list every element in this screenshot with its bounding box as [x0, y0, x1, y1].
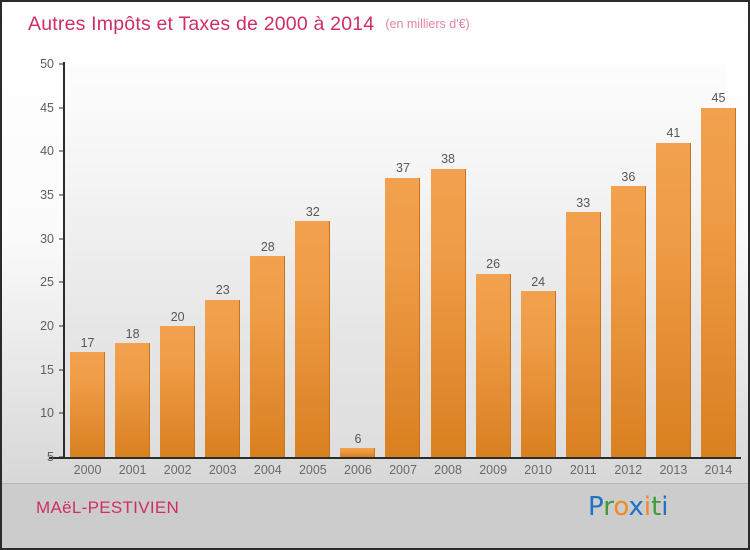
y-axis-tick-mark: [59, 238, 64, 240]
bar[interactable]: [205, 299, 241, 457]
bar-column[interactable]: 17: [65, 64, 110, 457]
x-axis-tick-label: 2012: [614, 463, 643, 477]
x-axis-line: [49, 457, 741, 459]
bar[interactable]: [610, 186, 646, 457]
bar-value-label: 26: [486, 257, 501, 272]
bar[interactable]: [250, 256, 286, 457]
footer: MAëL-PESTIVIEN Proxiti: [2, 484, 748, 548]
y-axis-tick-label: 40: [40, 144, 54, 159]
bar-value-label: 32: [305, 204, 320, 219]
y-axis-tick-label: 45: [40, 100, 54, 115]
y-axis-tick-label: 35: [40, 188, 54, 202]
bar-value-label: 6: [354, 431, 362, 446]
x-axis-tick-label: 2014: [704, 463, 733, 477]
bar[interactable]: [160, 326, 196, 457]
x-axis-tick-label: 2010: [524, 463, 553, 477]
bar[interactable]: [340, 448, 376, 457]
bar-column[interactable]: 36: [606, 64, 651, 457]
bar-value-label: 33: [576, 195, 591, 210]
y-axis-tick-label: 20: [40, 319, 54, 333]
x-axis-tick-label: 2011: [569, 463, 597, 477]
logo-letter: r: [603, 492, 614, 522]
x-axis-tick-label: 2008: [434, 463, 462, 477]
y-axis-tick-mark: [59, 107, 64, 109]
bar-value-label: 28: [260, 239, 275, 254]
x-axis-tick-label: 2001: [118, 463, 147, 477]
y-axis-tick-mark: [59, 412, 64, 414]
bar-column[interactable]: 45: [696, 64, 741, 457]
page-title: Autres Impôts et Taxes de 2000 à 2014: [28, 12, 375, 35]
proxiti-logo[interactable]: Proxiti: [588, 494, 669, 520]
x-axis-tick-label: 2005: [298, 463, 327, 477]
bar-series: 17 18 20 23 28 32 6 37 38 26 24 33 36 41 45: [65, 64, 741, 457]
bar-column[interactable]: 37: [380, 64, 425, 457]
x-axis-tick-label: 2006: [344, 463, 372, 477]
y-axis-tick-label: 25: [40, 275, 54, 290]
y-axis-tick-mark: [59, 456, 64, 458]
y-axis-tick-mark: [59, 369, 64, 371]
bar-column[interactable]: 23: [200, 64, 245, 457]
y-axis-tick-label: 30: [40, 231, 54, 246]
logo-letter: x: [628, 492, 644, 522]
bar-value-label: 45: [711, 91, 726, 106]
bar-value-label: 37: [396, 161, 410, 176]
y-axis-tick-label: 5: [47, 450, 54, 464]
bar[interactable]: [115, 343, 151, 457]
location-name: MAëL-PESTIVIEN: [36, 498, 180, 517]
bar-column[interactable]: 41: [651, 64, 696, 457]
y-axis-line: [63, 62, 65, 459]
bar[interactable]: [565, 212, 601, 457]
bar-column[interactable]: 24: [516, 64, 561, 457]
logo-letter: i: [643, 492, 652, 522]
bar-value-label: 20: [170, 309, 185, 324]
bar[interactable]: [430, 168, 466, 457]
bar-value-label: 17: [80, 335, 95, 350]
bar-value-label: 38: [441, 152, 456, 167]
bar[interactable]: [295, 221, 331, 457]
y-axis-tick-mark: [59, 325, 64, 327]
bar-column[interactable]: 32: [290, 64, 335, 457]
x-axis-tick-label: 2003: [208, 463, 237, 477]
bar[interactable]: [385, 177, 421, 457]
bar-value-label: 18: [125, 326, 140, 341]
logo-letter: i: [661, 492, 669, 522]
bar-value-label: 41: [666, 126, 681, 141]
x-axis-tick-label: 2004: [253, 463, 282, 477]
bar-column[interactable]: 20: [155, 64, 200, 457]
y-axis-tick-label: 10: [40, 406, 54, 421]
x-axis-tick-label: 2007: [389, 463, 417, 477]
x-axis-tick-label: 2009: [479, 463, 508, 477]
footer-divider: [2, 483, 748, 484]
bar[interactable]: [520, 291, 556, 457]
bar-value-label: 24: [531, 274, 546, 289]
y-axis-tick-mark: [59, 194, 64, 196]
x-axis-tick-label: 2002: [163, 463, 192, 477]
y-axis-tick-mark: [59, 281, 64, 283]
y-axis-tick-mark: [59, 63, 64, 65]
y-axis-tick-label: 15: [40, 362, 54, 377]
logo-letter: o: [613, 492, 629, 522]
logo-letter: P: [588, 492, 604, 522]
bar[interactable]: [475, 273, 511, 457]
bar[interactable]: [700, 107, 736, 457]
bar[interactable]: [655, 142, 691, 457]
y-axis-tick-mark: [59, 150, 64, 152]
bar-column[interactable]: 6: [335, 64, 380, 457]
bar-column[interactable]: 38: [426, 64, 471, 457]
x-axis-tick-label: 2013: [659, 463, 688, 477]
bar-column[interactable]: 26: [471, 64, 516, 457]
bar[interactable]: [70, 352, 106, 457]
bar-column[interactable]: 28: [245, 64, 290, 457]
bar-column[interactable]: 33: [561, 64, 606, 457]
bar-column[interactable]: 18: [110, 64, 155, 457]
chart-header: Autres Impôts et Taxes de 2000 à 2014 (e…: [2, 2, 748, 46]
logo-letter: t: [651, 492, 662, 522]
bar-value-label: 36: [621, 169, 636, 184]
bar-value-label: 23: [215, 283, 230, 298]
y-axis-tick-label: 50: [40, 57, 54, 71]
x-axis-tick-label: 2000: [73, 463, 102, 477]
chart-units-subtitle: (en milliers d'€): [385, 17, 470, 31]
